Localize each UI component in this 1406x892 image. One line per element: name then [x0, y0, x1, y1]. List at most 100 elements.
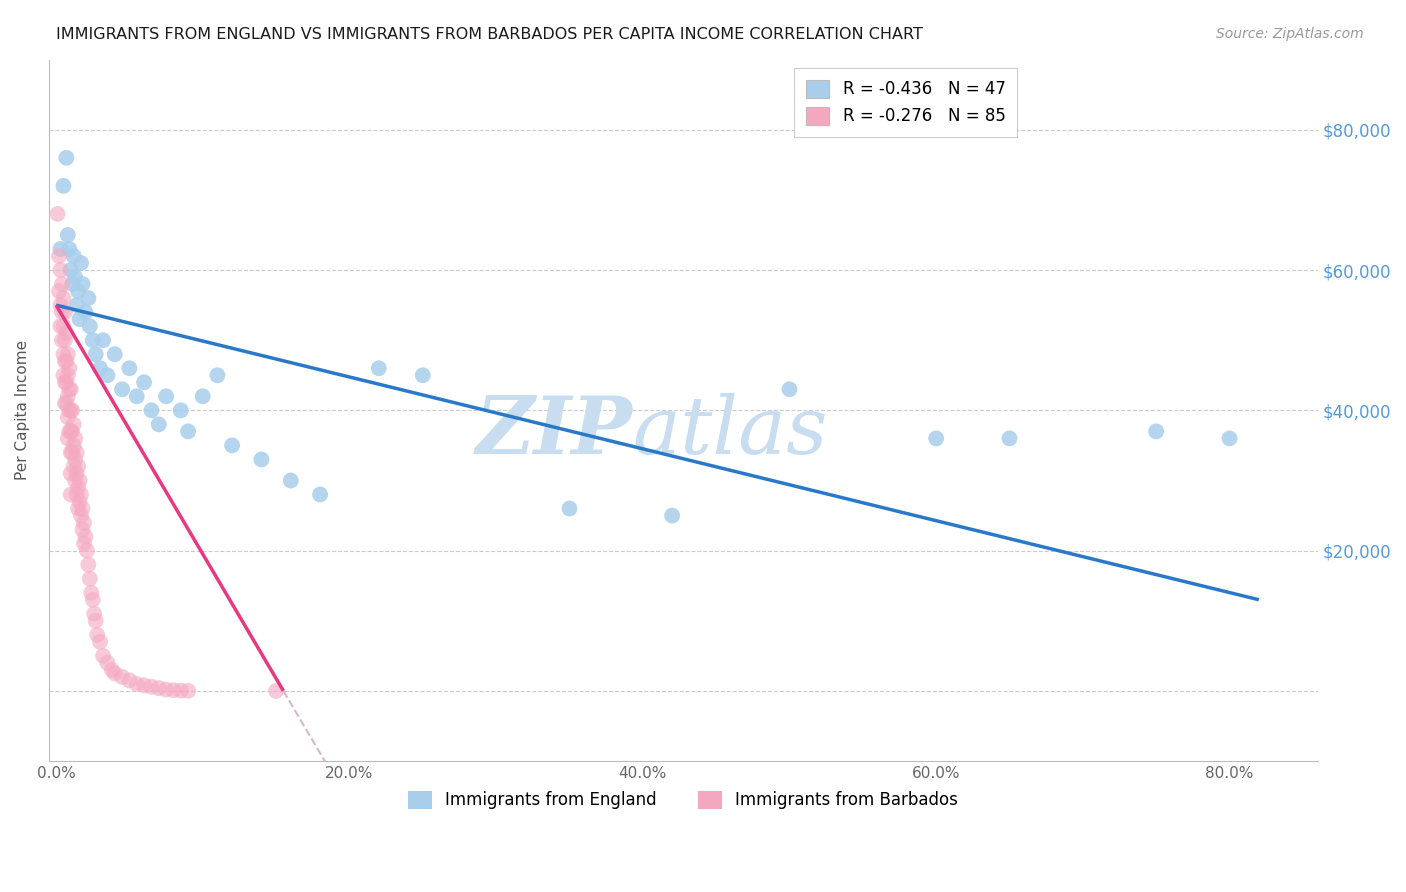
Point [73, 536, 96, 550]
Point [53, 376, 76, 390]
Point [52, 347, 75, 361]
Point [62, 249, 84, 263]
Point [79, 319, 101, 334]
Point [56, 410, 79, 425]
Point [162, 683, 184, 698]
Point [177, 425, 200, 439]
Point [62, 438, 84, 452]
Point [191, 389, 214, 403]
Point [101, 663, 124, 677]
Point [170, 403, 193, 417]
Point [80, 585, 103, 599]
Point [118, 361, 141, 376]
Point [111, 670, 134, 684]
Point [55, 396, 77, 410]
Point [55, 326, 77, 341]
Point [59, 445, 82, 459]
Text: IMMIGRANTS FROM ENGLAND VS IMMIGRANTS FROM BARBADOS PER CAPITA INCOME CORRELATIO: IMMIGRANTS FROM ENGLAND VS IMMIGRANTS FR… [56, 27, 924, 42]
Point [49, 263, 72, 277]
Point [46, 207, 69, 221]
Point [49, 242, 72, 256]
Point [60, 445, 83, 459]
Point [59, 263, 82, 277]
Point [73, 516, 96, 530]
Point [155, 682, 177, 697]
Point [82, 592, 104, 607]
Point [72, 523, 94, 537]
Y-axis label: Per Capita Income: Per Capita Income [15, 340, 30, 481]
Text: ZIP: ZIP [475, 392, 633, 470]
Point [51, 333, 73, 347]
Point [132, 678, 155, 692]
Point [155, 389, 177, 403]
Point [48, 249, 70, 263]
Point [58, 242, 80, 256]
Point [779, 382, 801, 396]
Point [58, 403, 80, 417]
Legend: Immigrants from England, Immigrants from Barbados: Immigrants from England, Immigrants from… [402, 784, 965, 816]
Point [56, 431, 79, 445]
Point [1218, 431, 1240, 445]
Point [72, 277, 94, 291]
Point [53, 396, 76, 410]
Point [86, 628, 108, 642]
Point [62, 459, 84, 474]
Point [65, 445, 87, 459]
Point [221, 438, 243, 452]
Point [104, 666, 127, 681]
Point [67, 284, 90, 298]
Point [67, 481, 90, 495]
Point [67, 459, 90, 474]
Point [75, 305, 97, 319]
Point [89, 361, 111, 376]
Point [76, 543, 98, 558]
Point [49, 298, 72, 312]
Point [250, 452, 273, 467]
Point [75, 530, 97, 544]
Point [111, 382, 134, 396]
Point [104, 347, 127, 361]
Point [96, 368, 118, 383]
Point [367, 361, 389, 376]
Point [56, 389, 79, 403]
Point [148, 681, 170, 695]
Point [77, 291, 100, 305]
Point [141, 680, 163, 694]
Point [118, 673, 141, 688]
Point [60, 277, 83, 291]
Point [69, 474, 91, 488]
Point [70, 487, 93, 501]
Point [59, 487, 82, 501]
Text: Source: ZipAtlas.com: Source: ZipAtlas.com [1216, 27, 1364, 41]
Point [125, 389, 148, 403]
Point [51, 277, 73, 291]
Point [65, 467, 87, 481]
Point [65, 487, 87, 501]
Point [63, 452, 86, 467]
Point [280, 474, 302, 488]
Point [52, 319, 75, 334]
Point [53, 333, 76, 347]
Point [55, 151, 77, 165]
Point [91, 648, 114, 663]
Point [82, 333, 104, 347]
Point [48, 284, 70, 298]
Point [65, 298, 87, 312]
Point [170, 683, 193, 698]
Point [63, 474, 86, 488]
Point [67, 501, 90, 516]
Point [177, 683, 200, 698]
Point [69, 494, 91, 508]
Point [53, 354, 76, 368]
Point [84, 347, 107, 361]
Point [83, 607, 105, 621]
Point [51, 305, 73, 319]
Point [141, 403, 163, 417]
Point [309, 487, 332, 501]
Point [70, 256, 93, 270]
Point [59, 403, 82, 417]
Point [96, 656, 118, 670]
Point [148, 417, 170, 432]
Point [56, 227, 79, 242]
Text: atlas: atlas [633, 392, 828, 470]
